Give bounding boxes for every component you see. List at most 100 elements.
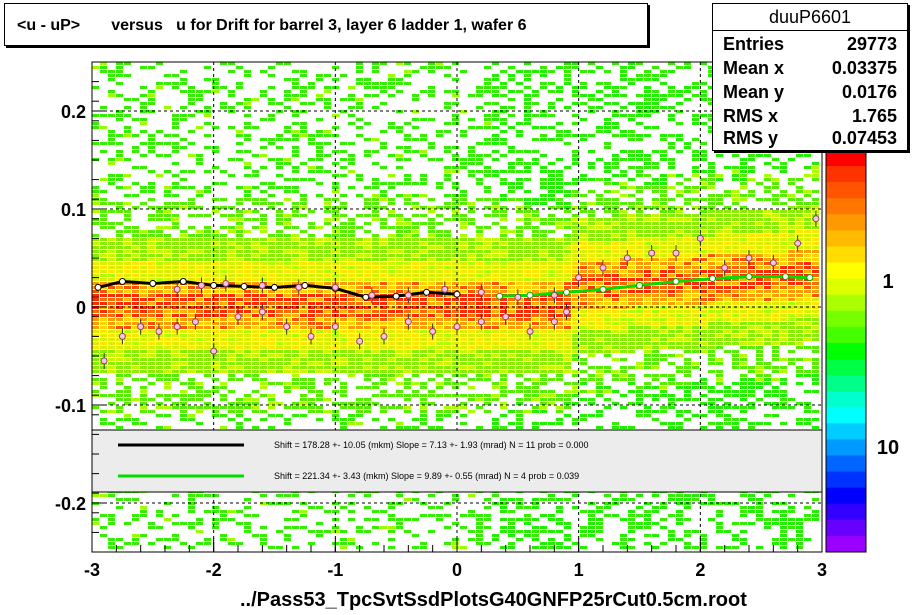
heatmap-cell <box>620 274 627 277</box>
heatmap-cell <box>396 330 403 333</box>
heatmap-cell <box>492 258 499 261</box>
heatmap-cell <box>588 262 595 265</box>
heatmap-cell <box>236 410 243 413</box>
heatmap-cell <box>628 310 635 313</box>
heatmap-cell <box>452 194 459 197</box>
heatmap-cell <box>148 366 155 369</box>
heatmap-cell <box>484 82 491 85</box>
heatmap-cell <box>452 342 459 345</box>
heatmap-cell <box>492 266 499 269</box>
heatmap-cell <box>628 278 635 281</box>
heatmap-cell <box>284 238 291 241</box>
heatmap-cell <box>524 98 531 101</box>
heatmap-cell <box>156 266 163 269</box>
heatmap-cell <box>372 162 379 165</box>
heatmap-cell <box>364 214 371 217</box>
heatmap-cell <box>492 62 499 65</box>
heatmap-cell <box>524 218 531 221</box>
heatmap-cell <box>148 314 155 317</box>
heatmap-cell <box>556 346 563 349</box>
heatmap-cell <box>532 370 539 373</box>
heatmap-cell <box>644 510 651 513</box>
heatmap-cell <box>132 182 139 185</box>
heatmap-cell <box>172 354 179 357</box>
heatmap-cell <box>540 390 547 393</box>
heatmap-cell <box>372 362 379 365</box>
heatmap-cell <box>564 322 571 325</box>
heatmap-cell <box>172 334 179 337</box>
heatmap-cell <box>452 522 459 525</box>
heatmap-cell <box>236 262 243 265</box>
heatmap-cell <box>316 158 323 161</box>
heatmap-cell <box>564 522 571 525</box>
heatmap-cell <box>644 254 651 257</box>
heatmap-cell <box>372 238 379 241</box>
heatmap-cell <box>284 282 291 285</box>
heatmap-cell <box>532 234 539 237</box>
heatmap-cell <box>316 506 323 509</box>
heatmap-cell <box>636 342 643 345</box>
heatmap-cell <box>628 538 635 541</box>
heatmap-cell <box>428 230 435 233</box>
heatmap-cell <box>444 330 451 333</box>
heatmap-cell <box>132 230 139 233</box>
heatmap-cell <box>428 258 435 261</box>
heatmap-cell <box>652 334 659 337</box>
heatmap-cell <box>628 206 635 209</box>
heatmap-cell <box>204 318 211 321</box>
heatmap-cell <box>172 126 179 129</box>
heatmap-cell <box>660 178 667 181</box>
heatmap-cell <box>188 270 195 273</box>
heatmap-cell <box>380 262 387 265</box>
heatmap-cell <box>180 326 187 329</box>
heatmap-cell <box>332 162 339 165</box>
heatmap-cell <box>284 538 291 541</box>
heatmap-cell <box>396 78 403 81</box>
heatmap-cell <box>636 170 643 173</box>
heatmap-cell <box>500 526 507 529</box>
heatmap-cell <box>644 110 651 113</box>
heatmap-cell <box>572 150 579 153</box>
heatmap-cell <box>116 410 123 413</box>
heatmap-cell <box>300 414 307 417</box>
heatmap-cell <box>644 358 651 361</box>
heatmap-cell <box>556 306 563 309</box>
heatmap-cell <box>204 246 211 249</box>
heatmap-cell <box>308 210 315 213</box>
heatmap-cell <box>148 146 155 149</box>
heatmap-cell <box>356 214 363 217</box>
heatmap-cell <box>180 202 187 205</box>
heatmap-cell <box>220 238 227 241</box>
heatmap-cell <box>380 350 387 353</box>
heatmap-cell <box>524 278 531 281</box>
heatmap-cell <box>604 118 611 121</box>
heatmap-cell <box>516 250 523 253</box>
heatmap-cell <box>124 414 131 417</box>
heatmap-cell <box>412 226 419 229</box>
heatmap-cell <box>636 230 643 233</box>
heatmap-cell <box>308 370 315 373</box>
heatmap-cell <box>604 270 611 273</box>
heatmap-cell <box>164 170 171 173</box>
heatmap-cell <box>412 242 419 245</box>
heatmap-cell <box>556 138 563 141</box>
heatmap-cell <box>212 250 219 253</box>
heatmap-cell <box>196 318 203 321</box>
heatmap-cell <box>540 318 547 321</box>
heatmap-cell <box>468 150 475 153</box>
heatmap-cell <box>644 238 651 241</box>
heatmap-cell <box>516 242 523 245</box>
heatmap-cell <box>532 546 539 549</box>
heatmap-cell <box>236 510 243 513</box>
heatmap-cell <box>484 346 491 349</box>
heatmap-cell <box>412 350 419 353</box>
heatmap-cell <box>156 254 163 257</box>
heatmap-cell <box>324 314 331 317</box>
heatmap-cell <box>164 398 171 401</box>
heatmap-cell <box>348 238 355 241</box>
heatmap-cell <box>564 142 571 145</box>
heatmap-cell <box>308 134 315 137</box>
heatmap-cell <box>588 258 595 261</box>
heatmap-cell <box>172 366 179 369</box>
heatmap-cell <box>380 302 387 305</box>
